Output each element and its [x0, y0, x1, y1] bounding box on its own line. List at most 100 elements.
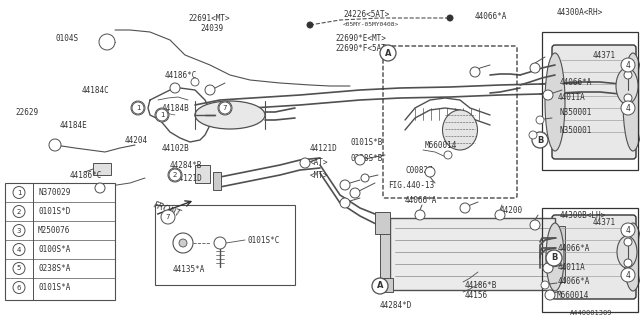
Circle shape: [624, 259, 632, 267]
Bar: [390, 218, 555, 290]
Text: 24226<5AT>: 24226<5AT>: [343, 10, 389, 19]
Text: 44066*A: 44066*A: [475, 12, 508, 20]
Circle shape: [621, 268, 635, 282]
Circle shape: [169, 169, 181, 181]
Circle shape: [49, 139, 61, 151]
Text: 44184E: 44184E: [60, 121, 88, 130]
Circle shape: [170, 83, 180, 93]
Text: 1: 1: [136, 105, 140, 111]
Text: 44011A: 44011A: [558, 92, 586, 101]
Text: 7: 7: [166, 214, 170, 220]
Text: 44284*B: 44284*B: [170, 161, 202, 170]
Text: 22691<MT>: 22691<MT>: [188, 13, 230, 22]
Circle shape: [380, 45, 396, 61]
Text: 0101S*A: 0101S*A: [38, 283, 70, 292]
Ellipse shape: [617, 236, 637, 268]
Text: 44121D: 44121D: [310, 143, 338, 153]
Text: A: A: [385, 49, 391, 58]
Text: B: B: [537, 135, 543, 145]
Bar: [93, 163, 111, 175]
Circle shape: [470, 67, 480, 77]
Text: 44284*D: 44284*D: [380, 300, 412, 309]
Circle shape: [132, 102, 144, 114]
Circle shape: [155, 108, 169, 122]
Circle shape: [307, 22, 313, 28]
Circle shape: [219, 102, 231, 114]
Text: 2: 2: [173, 172, 177, 178]
Circle shape: [543, 263, 553, 273]
Circle shape: [340, 180, 350, 190]
Circle shape: [179, 239, 187, 247]
Circle shape: [191, 78, 199, 86]
Ellipse shape: [195, 101, 265, 129]
Text: M660014: M660014: [557, 292, 589, 300]
Circle shape: [13, 262, 25, 275]
Circle shape: [621, 101, 635, 115]
Circle shape: [529, 131, 537, 139]
Ellipse shape: [624, 223, 640, 291]
Text: 7: 7: [223, 105, 227, 111]
Text: 0101S*B: 0101S*B: [350, 138, 382, 147]
Circle shape: [624, 71, 632, 79]
Text: 44186*B: 44186*B: [465, 281, 497, 290]
Circle shape: [530, 63, 540, 73]
Text: M660014: M660014: [425, 140, 458, 149]
Circle shape: [460, 203, 470, 213]
Text: FRONT: FRONT: [152, 201, 182, 219]
Text: 22690*E<MT>: 22690*E<MT>: [335, 34, 386, 43]
Bar: [195, 165, 210, 183]
Bar: [155, 205, 295, 285]
Bar: [5, 183, 115, 300]
Circle shape: [541, 281, 549, 289]
Text: 44204: 44204: [125, 135, 148, 145]
Circle shape: [624, 238, 632, 246]
Circle shape: [545, 290, 555, 300]
Text: 2: 2: [17, 209, 21, 214]
Circle shape: [173, 233, 193, 253]
Bar: [378, 278, 393, 292]
Circle shape: [156, 109, 168, 121]
Ellipse shape: [616, 68, 638, 104]
Circle shape: [13, 244, 25, 255]
Text: 44156: 44156: [465, 291, 488, 300]
Circle shape: [205, 85, 215, 95]
Text: 44200: 44200: [500, 205, 523, 214]
Text: 44186*C: 44186*C: [70, 171, 102, 180]
Circle shape: [372, 278, 388, 294]
Bar: [213, 172, 221, 190]
Text: 4: 4: [625, 103, 630, 113]
Text: 1: 1: [17, 189, 21, 196]
Text: 44300B<LH>: 44300B<LH>: [560, 211, 606, 220]
Text: B: B: [551, 253, 557, 262]
Text: 4: 4: [625, 270, 630, 279]
Text: N370029: N370029: [38, 188, 70, 197]
Text: 0238S*A: 0238S*A: [38, 264, 70, 273]
Circle shape: [214, 237, 226, 249]
Circle shape: [543, 90, 553, 100]
Text: 0104S: 0104S: [55, 34, 78, 43]
Circle shape: [425, 167, 435, 177]
Text: 0101S*C: 0101S*C: [247, 236, 280, 244]
Text: 44066*A: 44066*A: [560, 77, 593, 86]
Circle shape: [530, 220, 540, 230]
Circle shape: [161, 210, 175, 224]
Text: N350001: N350001: [560, 125, 593, 134]
Text: A440001309: A440001309: [570, 310, 612, 316]
Text: 44184C: 44184C: [82, 85, 109, 94]
Text: <05MY-05MY0408>: <05MY-05MY0408>: [343, 21, 399, 27]
Text: 0101S*D: 0101S*D: [38, 207, 70, 216]
Circle shape: [621, 58, 635, 72]
Ellipse shape: [442, 110, 477, 150]
Bar: [542, 208, 638, 312]
Circle shape: [546, 250, 562, 266]
Text: 44066*A: 44066*A: [405, 196, 437, 204]
Text: 44102B: 44102B: [162, 143, 189, 153]
Circle shape: [621, 223, 635, 237]
Bar: [555, 226, 565, 282]
Text: 44066*A: 44066*A: [558, 244, 590, 252]
Circle shape: [218, 101, 232, 115]
Text: 44011A: 44011A: [558, 263, 586, 273]
Text: 4: 4: [625, 226, 630, 235]
Bar: [542, 32, 638, 170]
Text: <AT>: <AT>: [310, 157, 328, 166]
